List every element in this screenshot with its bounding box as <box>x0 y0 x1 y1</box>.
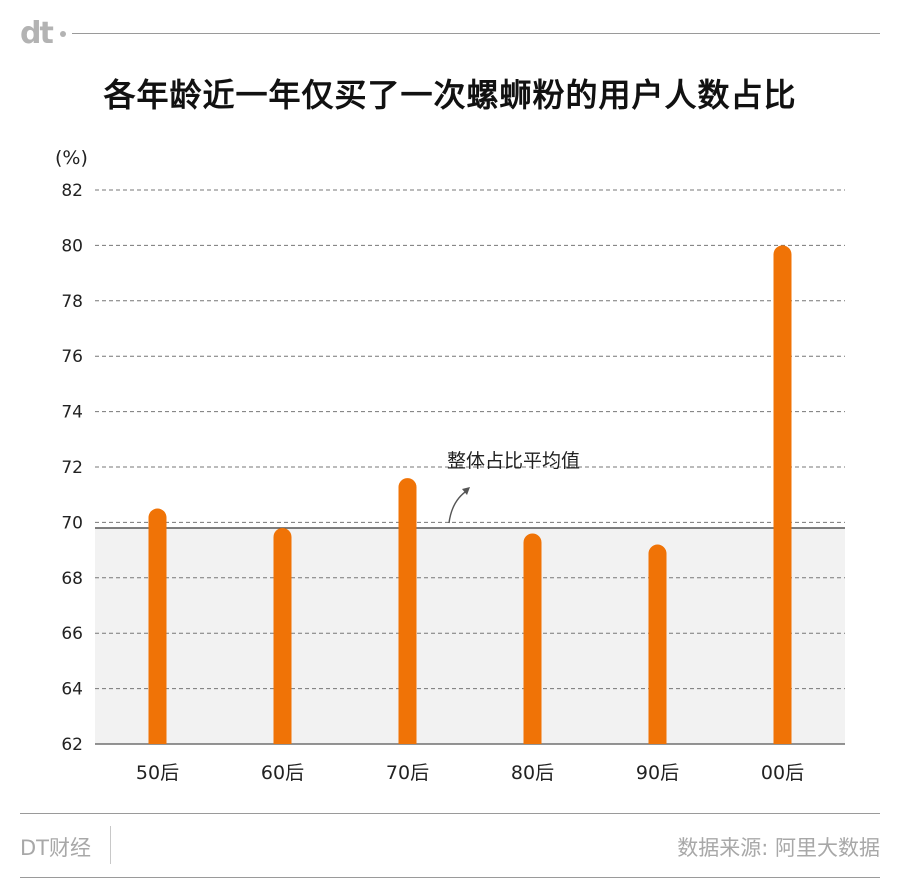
bar <box>148 508 167 744</box>
bar <box>773 245 792 744</box>
annotation-arrow-icon <box>448 489 469 524</box>
y-tick-label: 66 <box>61 624 83 644</box>
chart-title: 各年龄近一年仅买了一次螺蛳粉的用户人数占比 <box>103 76 797 114</box>
average-band <box>95 527 845 744</box>
bar <box>273 527 292 744</box>
header: dt <box>0 0 900 60</box>
x-tick-label: 60后 <box>261 762 304 784</box>
chart-canvas: 62 64 66 68 70 72 74 76 78 80 82 (%) 50后 60后 70后 80后 90后… <box>55 147 845 784</box>
bar <box>648 544 667 744</box>
grid-layer <box>95 189 845 745</box>
bar <box>398 478 417 744</box>
label-layer: 62 64 66 68 70 72 74 76 78 80 82 (%) 50后 60后 70后 80后 90后… <box>55 147 804 784</box>
y-tick-label: 68 <box>61 569 83 589</box>
brand-separator <box>110 826 111 864</box>
x-tick-label: 70后 <box>386 762 429 784</box>
bar-base <box>398 726 417 744</box>
average-band-layer <box>95 527 845 744</box>
brand-label: DT财经 <box>20 836 91 860</box>
y-tick-label: 76 <box>61 347 83 367</box>
source-label: 数据来源: 阿里大数据 <box>677 836 880 860</box>
y-tick-label: 64 <box>61 680 83 700</box>
x-tick-label: 90后 <box>636 762 679 784</box>
dt-logo: dt <box>20 16 54 51</box>
y-axis-label: (%) <box>55 147 88 169</box>
y-tick-label: 80 <box>61 236 83 256</box>
footer-divider <box>20 813 880 814</box>
bar-base <box>648 726 667 744</box>
bottom-divider <box>20 877 880 878</box>
bar <box>523 533 542 744</box>
x-tick-label: 00后 <box>761 762 804 784</box>
bar-base <box>273 726 292 744</box>
x-tick-label: 50后 <box>136 762 179 784</box>
bar-base <box>148 726 167 744</box>
bar-base <box>523 726 542 744</box>
bar-layer <box>148 245 792 744</box>
x-tick-label: 80后 <box>511 762 554 784</box>
header-divider <box>72 33 880 34</box>
average-annotation: 整体占比平均值 <box>447 450 580 472</box>
logo-dot-icon <box>60 31 66 37</box>
y-tick-label: 62 <box>61 735 83 755</box>
bar-chart: 62 64 66 68 70 72 74 76 78 80 82 (%) 50后 60后 70后 80后 90后… <box>0 130 900 804</box>
y-tick-label: 74 <box>61 403 83 423</box>
y-tick-label: 82 <box>61 181 83 201</box>
y-tick-label: 72 <box>61 458 83 478</box>
y-tick-label: 78 <box>61 292 83 312</box>
annotation-arrowhead-icon <box>462 487 470 495</box>
y-tick-label: 70 <box>61 513 83 533</box>
bar-base <box>773 726 792 744</box>
